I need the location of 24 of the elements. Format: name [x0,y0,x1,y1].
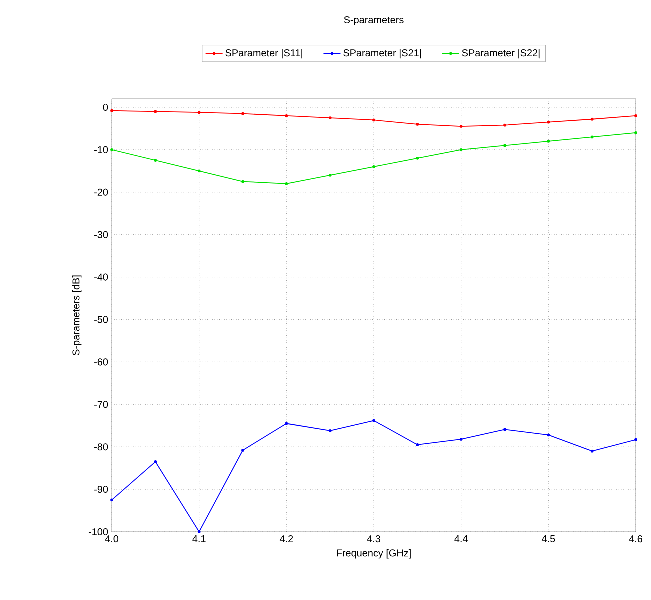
legend-label: SParameter |S22| [462,49,540,59]
x-tick-label: 4.1 [192,536,206,542]
y-tick-label: -100 [88,528,108,536]
y-tick-label: -10 [94,146,108,154]
y-tick-label: -50 [94,316,108,324]
x-tick-label: 4.2 [280,536,294,542]
y-tick-label: -80 [94,444,108,451]
y-tick-label: -90 [94,486,108,494]
x-tick-label: 4.6 [629,536,642,543]
y-tick-label: -20 [94,188,108,196]
y-tick-label: -30 [94,231,108,238]
x-axis-title: Frequency [GHz] [337,549,411,559]
y-axis-title: S-parameters [dB] [72,276,82,356]
legend-label: SParameter |S11| [226,49,302,59]
y-tick-label: -40 [94,274,108,281]
y-tick-label: -60 [94,358,108,366]
y-tick-label: -70 [94,401,108,408]
x-tick-label: 4.5 [542,536,556,542]
legend-label: SParameter |S21| [344,49,422,59]
y-tick-label: 0 [103,104,108,112]
x-tick-label: 4.3 [367,536,380,543]
x-tick-label: 4.4 [454,536,468,542]
chart-title: S-parameters [344,16,404,26]
x-tick-label: 4.0 [105,536,119,543]
